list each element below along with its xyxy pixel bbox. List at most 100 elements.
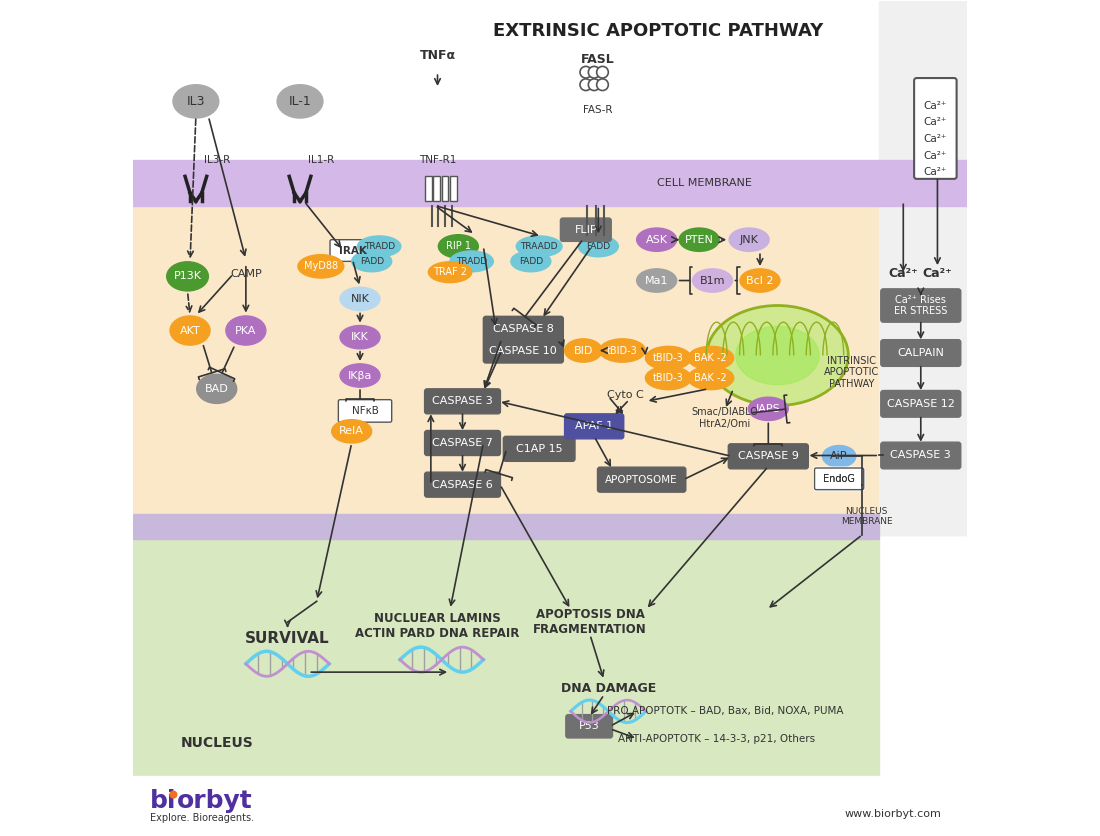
Text: IL3-R: IL3-R bbox=[204, 155, 230, 165]
Text: FADD: FADD bbox=[519, 257, 543, 266]
Text: PKA: PKA bbox=[235, 325, 256, 335]
Text: RIP 1: RIP 1 bbox=[446, 242, 471, 252]
Text: INTRINSIC
APOPTOTIC
PATHWAY: INTRINSIC APOPTOTIC PATHWAY bbox=[824, 355, 879, 389]
Ellipse shape bbox=[438, 235, 478, 258]
Text: TNFα: TNFα bbox=[419, 49, 455, 62]
Text: NFκB: NFκB bbox=[352, 406, 378, 416]
Text: RelA: RelA bbox=[339, 426, 364, 436]
Text: APOPTOSOME: APOPTOSOME bbox=[605, 475, 678, 485]
Ellipse shape bbox=[579, 236, 618, 257]
Text: tBID-3: tBID-3 bbox=[653, 373, 684, 383]
Text: AiP: AiP bbox=[830, 451, 848, 461]
Text: SURVIVAL: SURVIVAL bbox=[245, 631, 330, 646]
Text: Ca²⁺: Ca²⁺ bbox=[924, 134, 947, 144]
Text: MyD88: MyD88 bbox=[304, 262, 338, 272]
Bar bbox=[879, 160, 967, 206]
Text: IL3: IL3 bbox=[187, 94, 205, 108]
Text: ASK: ASK bbox=[646, 235, 668, 245]
Circle shape bbox=[170, 792, 177, 798]
Bar bbox=[133, 539, 879, 777]
Ellipse shape bbox=[646, 366, 691, 390]
Text: B1m: B1m bbox=[700, 276, 725, 286]
Text: Ca²⁺: Ca²⁺ bbox=[923, 268, 953, 280]
Text: APOPTOSIS DNA
FRAGMENTATION: APOPTOSIS DNA FRAGMENTATION bbox=[534, 608, 647, 636]
Text: TNF-R1: TNF-R1 bbox=[419, 155, 456, 165]
Ellipse shape bbox=[450, 251, 493, 272]
Bar bbox=[133, 2, 967, 151]
Bar bbox=[133, 160, 879, 206]
Ellipse shape bbox=[173, 84, 219, 118]
FancyBboxPatch shape bbox=[597, 467, 685, 492]
Text: APAF 1: APAF 1 bbox=[575, 421, 613, 431]
Ellipse shape bbox=[428, 262, 472, 283]
Text: CASPASE 8: CASPASE 8 bbox=[493, 324, 553, 334]
Text: CASPASE 3: CASPASE 3 bbox=[432, 396, 493, 406]
Text: NUCLEUS: NUCLEUS bbox=[180, 736, 253, 750]
Text: CALPAIN: CALPAIN bbox=[898, 348, 944, 358]
Text: IL1-R: IL1-R bbox=[308, 155, 334, 165]
Text: CELL MEMBRANE: CELL MEMBRANE bbox=[657, 178, 751, 188]
Ellipse shape bbox=[679, 228, 719, 252]
Text: Ca²⁺: Ca²⁺ bbox=[924, 100, 947, 110]
Text: FLIP: FLIP bbox=[574, 225, 597, 235]
Circle shape bbox=[580, 66, 592, 78]
FancyBboxPatch shape bbox=[728, 444, 808, 469]
Text: EndoG: EndoG bbox=[823, 474, 855, 484]
Ellipse shape bbox=[277, 84, 323, 118]
Ellipse shape bbox=[729, 228, 769, 252]
Text: P53: P53 bbox=[579, 721, 600, 732]
Text: CASPASE 7: CASPASE 7 bbox=[432, 438, 493, 448]
Ellipse shape bbox=[170, 316, 210, 345]
Ellipse shape bbox=[332, 420, 372, 443]
Text: IAPS: IAPS bbox=[756, 404, 781, 414]
Ellipse shape bbox=[197, 375, 236, 404]
Text: JNK: JNK bbox=[739, 235, 759, 245]
Text: IL-1: IL-1 bbox=[288, 94, 311, 108]
Ellipse shape bbox=[340, 364, 379, 387]
Text: Ca²⁺: Ca²⁺ bbox=[924, 117, 947, 127]
Ellipse shape bbox=[740, 269, 780, 293]
Ellipse shape bbox=[226, 316, 266, 345]
Text: TRADD: TRADD bbox=[456, 257, 487, 266]
Text: www.biorbyt.com: www.biorbyt.com bbox=[845, 808, 942, 818]
FancyBboxPatch shape bbox=[814, 468, 864, 490]
Ellipse shape bbox=[352, 251, 392, 272]
Text: C1AP 15: C1AP 15 bbox=[516, 444, 562, 454]
Bar bbox=[450, 176, 456, 201]
Text: P13K: P13K bbox=[174, 272, 201, 282]
FancyBboxPatch shape bbox=[564, 414, 624, 439]
Text: Ca²⁺: Ca²⁺ bbox=[924, 167, 947, 177]
Text: PRO APOPTOTK – BAD, Bax, Bid, NOXA, PUMA: PRO APOPTOTK – BAD, Bax, Bid, NOXA, PUMA bbox=[607, 706, 844, 716]
FancyBboxPatch shape bbox=[881, 289, 960, 322]
Text: Explore. Bioreagents.: Explore. Bioreagents. bbox=[150, 813, 254, 823]
Ellipse shape bbox=[516, 236, 562, 257]
Ellipse shape bbox=[600, 339, 646, 362]
Text: BAD: BAD bbox=[205, 384, 229, 394]
Text: EXTRINSIC APOPTOTIC PATHWAY: EXTRINSIC APOPTOTIC PATHWAY bbox=[493, 22, 824, 39]
Bar bbox=[442, 176, 449, 201]
Text: BID: BID bbox=[573, 345, 593, 355]
Text: Bcl 2: Bcl 2 bbox=[746, 276, 773, 286]
Circle shape bbox=[588, 66, 600, 78]
Ellipse shape bbox=[646, 346, 691, 370]
Text: TRAF 2: TRAF 2 bbox=[433, 268, 468, 278]
Text: IKK: IKK bbox=[351, 332, 369, 342]
Text: Ma1: Ma1 bbox=[645, 276, 669, 286]
FancyBboxPatch shape bbox=[504, 436, 575, 461]
FancyBboxPatch shape bbox=[881, 442, 960, 469]
Text: FASL: FASL bbox=[581, 54, 615, 66]
Text: CASPASE 12: CASPASE 12 bbox=[887, 399, 955, 409]
FancyBboxPatch shape bbox=[814, 467, 865, 491]
Ellipse shape bbox=[736, 326, 820, 385]
Ellipse shape bbox=[340, 288, 379, 310]
Text: EndoG: EndoG bbox=[823, 474, 855, 484]
Text: tBID-3: tBID-3 bbox=[607, 345, 638, 355]
Ellipse shape bbox=[167, 262, 208, 291]
FancyBboxPatch shape bbox=[330, 240, 375, 262]
Text: IRAK: IRAK bbox=[339, 246, 366, 256]
FancyBboxPatch shape bbox=[560, 218, 612, 242]
Ellipse shape bbox=[748, 397, 789, 421]
Text: CASPASE 10: CASPASE 10 bbox=[490, 345, 558, 355]
Ellipse shape bbox=[637, 228, 676, 252]
Text: NUCLEUS
MEMBRANE: NUCLEUS MEMBRANE bbox=[840, 507, 892, 526]
